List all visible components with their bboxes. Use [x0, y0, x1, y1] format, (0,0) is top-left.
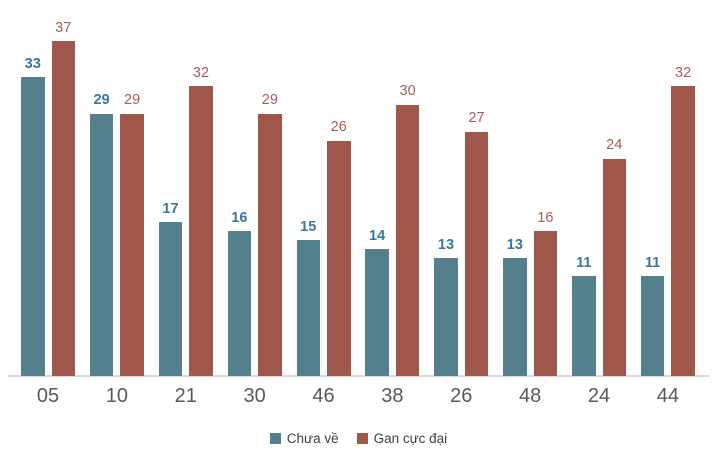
- x-axis-label-24: 24: [587, 385, 611, 407]
- x-axis-label-44: 44: [656, 385, 679, 407]
- bar-value-label: 32: [675, 64, 692, 81]
- bar-value-label: 37: [55, 19, 72, 36]
- bar-value-label: 26: [330, 119, 347, 136]
- bar-group-38: 14 30: [365, 83, 420, 376]
- bar-38-series1: [365, 249, 389, 376]
- bar-group-21: 17 32: [158, 66, 213, 376]
- bar-46-series2: [327, 140, 351, 376]
- bar-group-26: 13 27: [434, 110, 489, 376]
- legend-label: Chưa về: [286, 431, 339, 446]
- bar-column: 37: [51, 19, 75, 376]
- bar-column: 27: [464, 110, 489, 376]
- legend-item-chua-ve: Chưa về: [269, 431, 339, 446]
- x-axis-line: [8, 375, 709, 377]
- legend: Chưa về Gan cực đại: [0, 432, 717, 446]
- bar-10-series2: [120, 113, 144, 376]
- legend-item-gan-cuc-dai: Gan cực đại: [356, 431, 448, 446]
- x-axis-label-21: 21: [174, 385, 197, 407]
- bar-24-series2: [602, 158, 626, 376]
- bar-10-series1: [89, 113, 114, 376]
- bar-26-series2: [464, 131, 489, 376]
- bar-value-label: 16: [537, 209, 554, 226]
- bar-groups: 33 37 29 29 17 32 16 29 15 26 14 30 13 27 13 16 11 24 11 32: [21, 21, 695, 376]
- x-axis-label-26: 26: [450, 385, 473, 407]
- bar-21-series1: [158, 222, 183, 376]
- bar-column: 29: [120, 93, 144, 376]
- bar-30-series1: [227, 231, 252, 376]
- bar-value-label: 17: [162, 200, 179, 217]
- bar-44-series1: [640, 276, 665, 376]
- bar-value-label: 11: [644, 254, 661, 271]
- bar-48-series1: [503, 258, 527, 376]
- bar-26-series1: [434, 258, 458, 376]
- bar-column: 32: [189, 66, 213, 376]
- bar-column: 17: [158, 200, 183, 376]
- bar-value-label: 29: [124, 92, 141, 109]
- bar-05-series2: [51, 41, 75, 376]
- bar-group-44: 11 32: [640, 66, 695, 376]
- bar-05-series1: [21, 77, 45, 376]
- bar-column: 29: [89, 92, 114, 376]
- legend-swatch-chua-ve: [269, 433, 281, 445]
- bar-column: 15: [296, 218, 320, 376]
- bar-38-series2: [395, 104, 420, 376]
- bar-column: 29: [258, 93, 282, 376]
- bar-column: 13: [434, 238, 458, 376]
- bar-value-label: 33: [24, 55, 41, 72]
- bar-value-label: 16: [231, 209, 248, 226]
- bar-group-46: 15 26: [296, 120, 351, 376]
- bar-column: 11: [640, 254, 665, 376]
- bar-value-label: 29: [261, 92, 278, 109]
- bar-value-label: 15: [300, 218, 317, 235]
- bar-column: 16: [227, 209, 252, 376]
- legend-swatch-gan-cuc-dai: [356, 433, 368, 445]
- bar-group-24: 11 24: [572, 138, 626, 376]
- x-axis-labels: 05 10 21 30 46 38 26 48 24 44: [0, 384, 717, 408]
- legend-label: Gan cực đại: [373, 431, 448, 446]
- bar-value-label: 32: [192, 64, 210, 81]
- bar-column: 13: [503, 238, 527, 376]
- plot-area: 33 37 29 29 17 32 16 29 15 26 14 30 13 27 13 16 11 24 11 32: [8, 21, 709, 377]
- bar-value-label: 14: [369, 227, 386, 244]
- bar-column: 16: [533, 209, 558, 376]
- bar-group-10: 29 29: [89, 92, 144, 376]
- bar-value-label: 13: [506, 236, 523, 253]
- bar-column: 11: [572, 256, 596, 376]
- bar-46-series1: [296, 240, 320, 376]
- x-axis-label-48: 48: [519, 385, 542, 407]
- bar-48-series2: [533, 231, 558, 376]
- x-axis-label-38: 38: [381, 385, 404, 407]
- bar-value-label: 13: [437, 236, 455, 253]
- bar-group-30: 16 29: [227, 93, 282, 376]
- bar-value-label: 11: [576, 254, 592, 271]
- bar-44-series2: [671, 86, 695, 376]
- bar-group-05: 33 37: [21, 21, 75, 376]
- bar-column: 24: [602, 137, 626, 376]
- bar-group-48: 13 16: [503, 209, 558, 376]
- bar-30-series2: [258, 113, 282, 376]
- bar-value-label: 29: [93, 92, 110, 109]
- x-axis-label-46: 46: [312, 385, 335, 407]
- bar-value-label: 27: [468, 110, 485, 127]
- bar-column: 26: [327, 120, 351, 376]
- bar-value-label: 24: [606, 137, 623, 154]
- bar-column: 32: [671, 66, 695, 376]
- bar-column: 14: [365, 229, 389, 376]
- bar-value-label: 30: [399, 83, 416, 99]
- bar-column: 30: [395, 83, 420, 376]
- x-axis-label-10: 10: [105, 385, 128, 407]
- x-axis-label-30: 30: [243, 385, 266, 407]
- bar-24-series1: [572, 276, 596, 376]
- bar-21-series2: [189, 86, 213, 376]
- x-axis-label-05: 05: [36, 385, 60, 407]
- bar-column: 33: [21, 57, 45, 376]
